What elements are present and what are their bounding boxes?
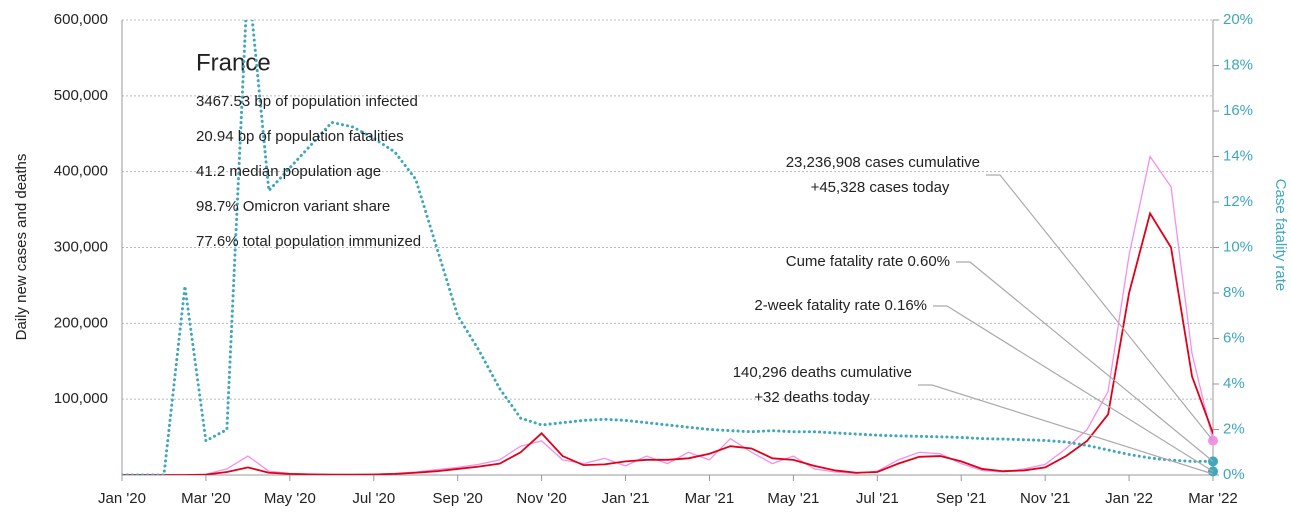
x-tick-label: Jul '20	[352, 490, 395, 507]
y2-tick-label: 18%	[1223, 56, 1253, 73]
y-tick-label: 600,000	[54, 11, 108, 28]
leader-line	[986, 174, 1214, 442]
y2-tick-label: 10%	[1223, 238, 1253, 255]
annotation: 2-week fatality rate 0.16%	[754, 297, 927, 314]
y-tick-label: 500,000	[54, 87, 108, 104]
y2-tick-label: 2%	[1223, 420, 1245, 437]
x-tick-label: May '21	[767, 490, 819, 507]
stat-line: 77.6% total population immunized	[196, 233, 421, 250]
x-tick-label: Jan '22	[1105, 490, 1153, 507]
stat-line: 3467.53 bp of population infected	[196, 93, 418, 110]
y2-tick-label: 0%	[1223, 466, 1245, 483]
x-tick-label: Nov '20	[516, 490, 566, 507]
annotation: +32 deaths today	[754, 389, 870, 406]
leader-line	[918, 384, 1214, 475]
y2-tick-label: 6%	[1223, 329, 1245, 346]
y2-tick-label: 12%	[1223, 193, 1253, 210]
y2-tick-label: 20%	[1223, 11, 1253, 28]
stat-line: 41.2 median population age	[196, 163, 381, 180]
plot-area	[122, 20, 1213, 475]
x-tick-label: Nov '21	[1020, 490, 1070, 507]
x-tick-label: Mar '21	[685, 490, 735, 507]
y-tick-label: 400,000	[54, 163, 108, 180]
y-tick-label: 200,000	[54, 314, 108, 331]
y-axis-label: Daily new cases and deaths	[13, 154, 30, 341]
y2-tick-label: 16%	[1223, 102, 1253, 119]
x-tick-label: Jul '21	[856, 490, 899, 507]
stat-line: 20.94 bp of population fatalities	[196, 128, 404, 145]
x-tick-label: Sep '21	[936, 490, 986, 507]
annotation: 140,296 deaths cumulative	[733, 364, 912, 381]
y-tick-label: 100,000	[54, 390, 108, 407]
x-tick-label: Mar '22	[1188, 490, 1238, 507]
series-line	[122, 20, 1213, 475]
y2-tick-label: 8%	[1223, 284, 1245, 301]
y2-tick-label: 4%	[1223, 375, 1245, 392]
country-title: France	[196, 49, 271, 76]
annotation: +45,328 cases today	[811, 179, 950, 196]
stat-line: 98.7% Omicron variant share	[196, 198, 390, 215]
annotation: Cume fatality rate 0.60%	[786, 253, 950, 270]
y2-axis-label: Case fatality rate	[1272, 179, 1289, 292]
x-tick-label: Mar '20	[181, 490, 231, 507]
series-line	[122, 211, 1213, 475]
y2-tick-label: 14%	[1223, 147, 1253, 164]
annotation: 23,236,908 cases cumulative	[786, 154, 980, 171]
x-tick-label: May '20	[264, 490, 316, 507]
y-tick-label: 300,000	[54, 238, 108, 255]
x-tick-label: Jan '20	[98, 490, 146, 507]
leader-line	[956, 261, 1214, 462]
leader-line	[933, 305, 1214, 472]
x-tick-label: Jan '21	[602, 490, 650, 507]
x-tick-label: Sep '20	[432, 490, 482, 507]
